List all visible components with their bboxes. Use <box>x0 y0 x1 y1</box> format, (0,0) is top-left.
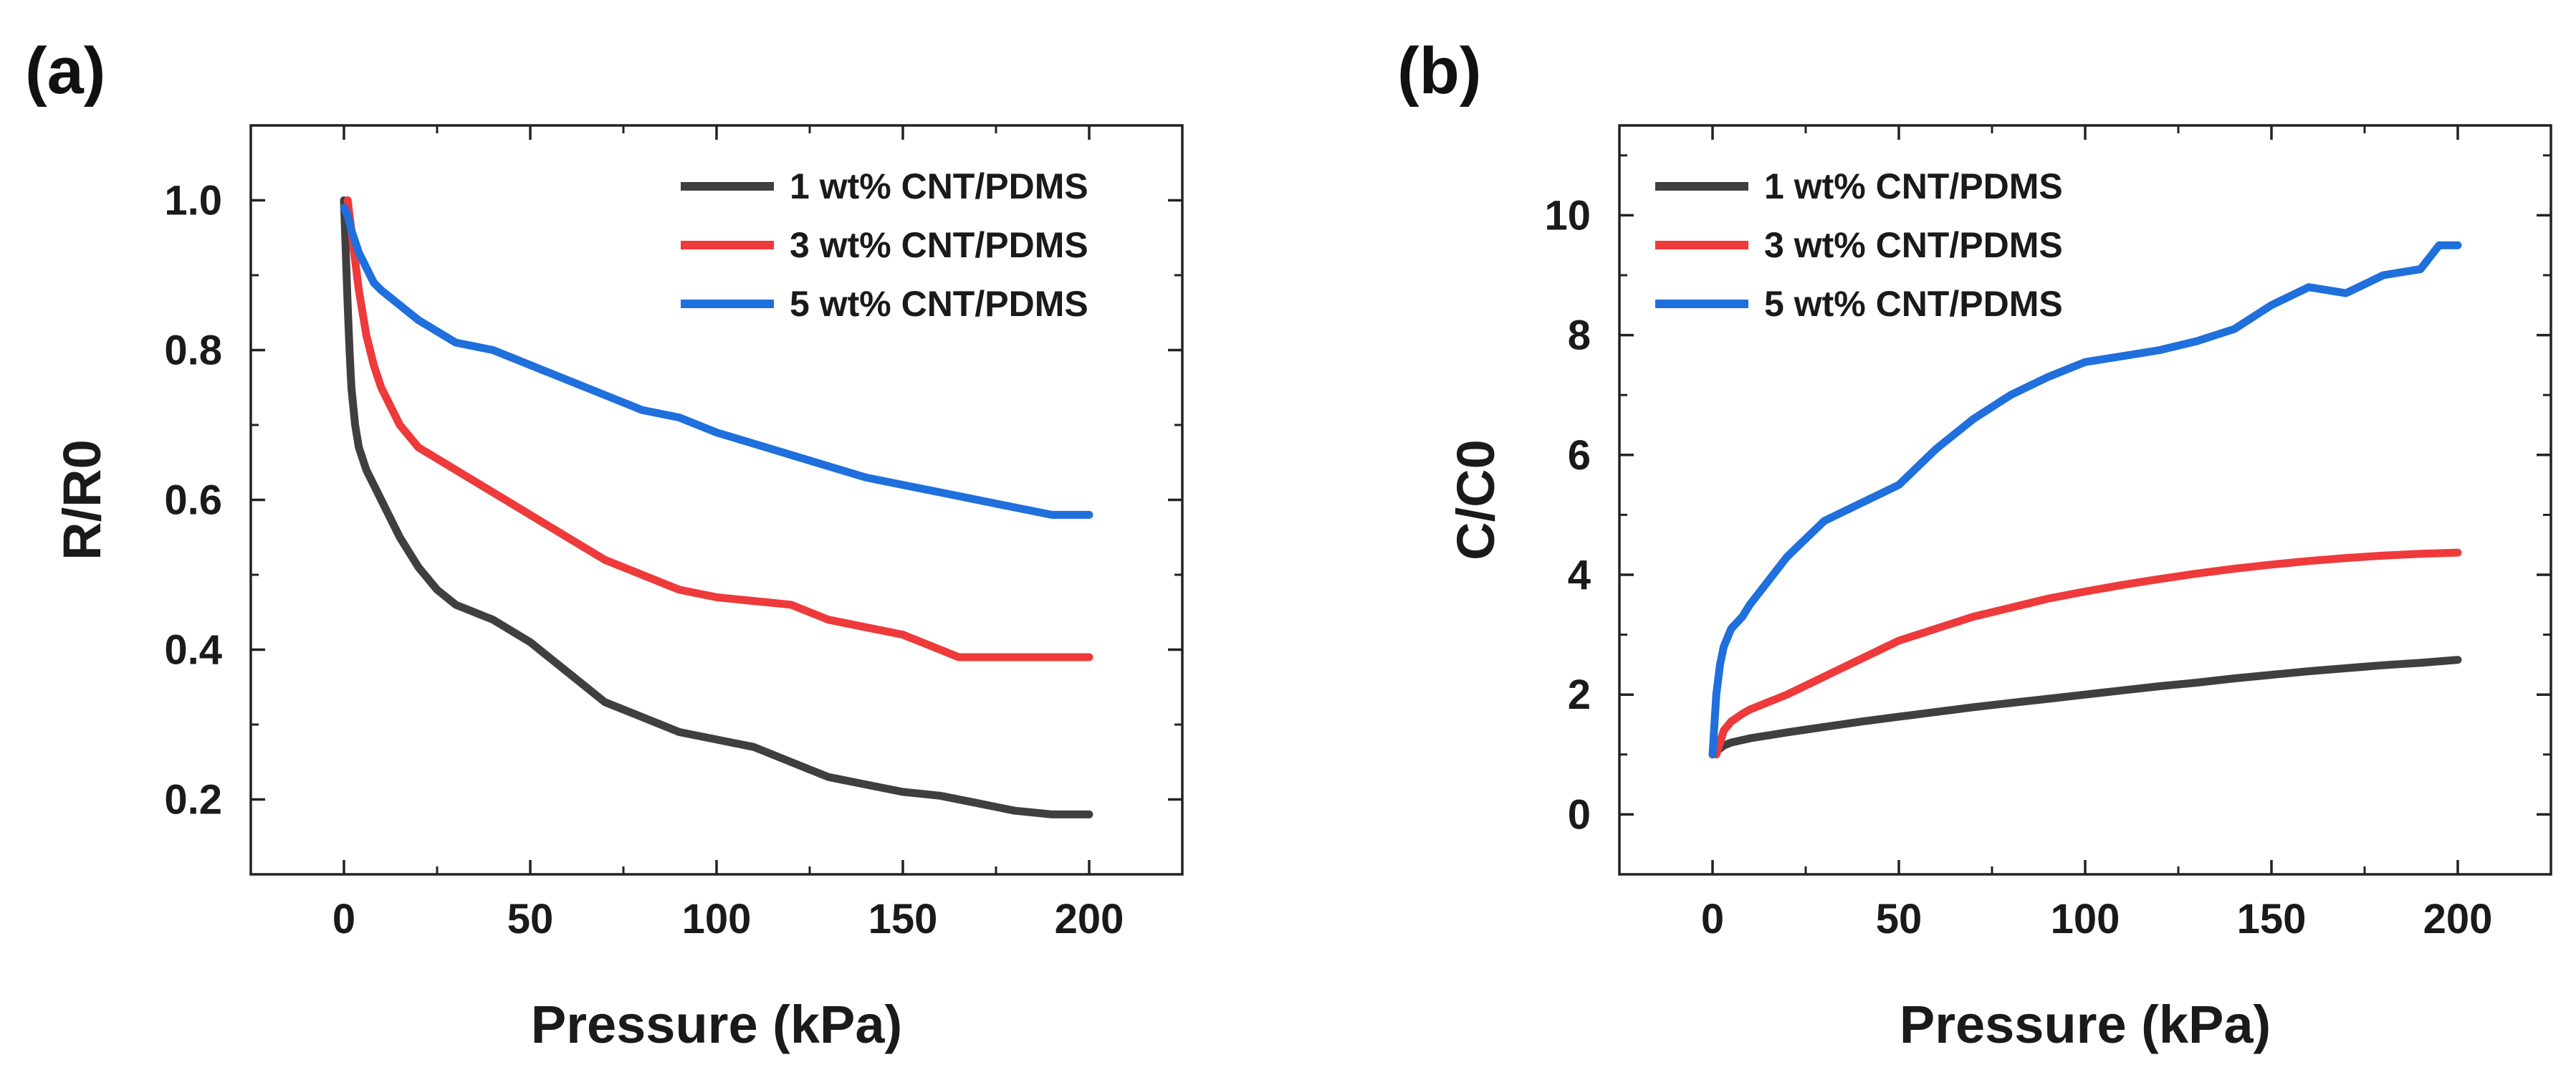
x-tick-label: 50 <box>1876 896 1923 942</box>
legend-label-1: 1 wt% CNT/PDMS <box>790 166 1088 206</box>
y-tick-label: 0.2 <box>164 777 222 823</box>
x-tick-label: 100 <box>682 896 752 942</box>
x-tick-label: 150 <box>2237 896 2307 942</box>
series-group <box>340 196 1093 818</box>
y-tick-label: 2 <box>1568 672 1591 718</box>
y-axis-title: R/R0 <box>52 439 112 560</box>
panel-a-label: (a) <box>25 34 105 108</box>
x-axis-title: Pressure (kPa) <box>1900 995 2271 1054</box>
y-axis-title: C/C0 <box>1446 439 1505 560</box>
series-line-2 <box>1712 548 2462 759</box>
legend-label-1: 1 wt% CNT/PDMS <box>1764 166 2063 206</box>
y-tick-label: 8 <box>1568 312 1591 359</box>
x-axis-title: Pressure (kPa) <box>531 995 902 1054</box>
x-tick-label: 200 <box>1055 896 1124 942</box>
plot-frame <box>1618 124 2552 876</box>
legend-label-3: 5 wt% CNT/PDMS <box>790 284 1088 324</box>
x-tick-label: 50 <box>507 896 554 942</box>
y-tick-label: 6 <box>1568 432 1591 479</box>
series-group <box>1708 241 2462 759</box>
x-tick-label: 0 <box>332 896 355 942</box>
y-tick-label: 0 <box>1568 791 1591 838</box>
x-tick-label: 150 <box>868 896 938 942</box>
y-tick-label: 4 <box>1568 552 1591 598</box>
y-tick-label: 0.6 <box>164 477 222 524</box>
series-line-2 <box>343 196 1093 661</box>
series-line-3 <box>1708 241 2462 759</box>
chart-panel-b: 0 50 100 150 200 0 2 4 6 8 10 Pressure (kPa) C/C0 1 w… <box>1446 124 2552 1054</box>
series-line-1 <box>1708 656 2462 759</box>
x-tick-label: 0 <box>1701 896 1724 942</box>
x-tick-label: 100 <box>2051 896 2120 942</box>
panel-b-label: (b) <box>1397 34 1481 108</box>
x-tick-label: 200 <box>2423 896 2493 942</box>
y-tick-label: 0.4 <box>164 627 222 674</box>
y-tick-label: 1.0 <box>164 178 222 224</box>
y-tick-label: 10 <box>1544 192 1591 239</box>
legend-label-2: 3 wt% CNT/PDMS <box>790 225 1088 265</box>
series-line-3 <box>340 204 1093 519</box>
series-line-1 <box>340 196 1093 818</box>
y-tick-label: 0.8 <box>164 328 222 374</box>
legend-label-2: 3 wt% CNT/PDMS <box>1764 225 2063 265</box>
legend-label-3: 5 wt% CNT/PDMS <box>1764 284 2063 324</box>
chart-panel-a: 0 50 100 150 200 0.2 0.4 0.6 0.8 1.0 Pressure (kPa… <box>52 124 1184 1054</box>
